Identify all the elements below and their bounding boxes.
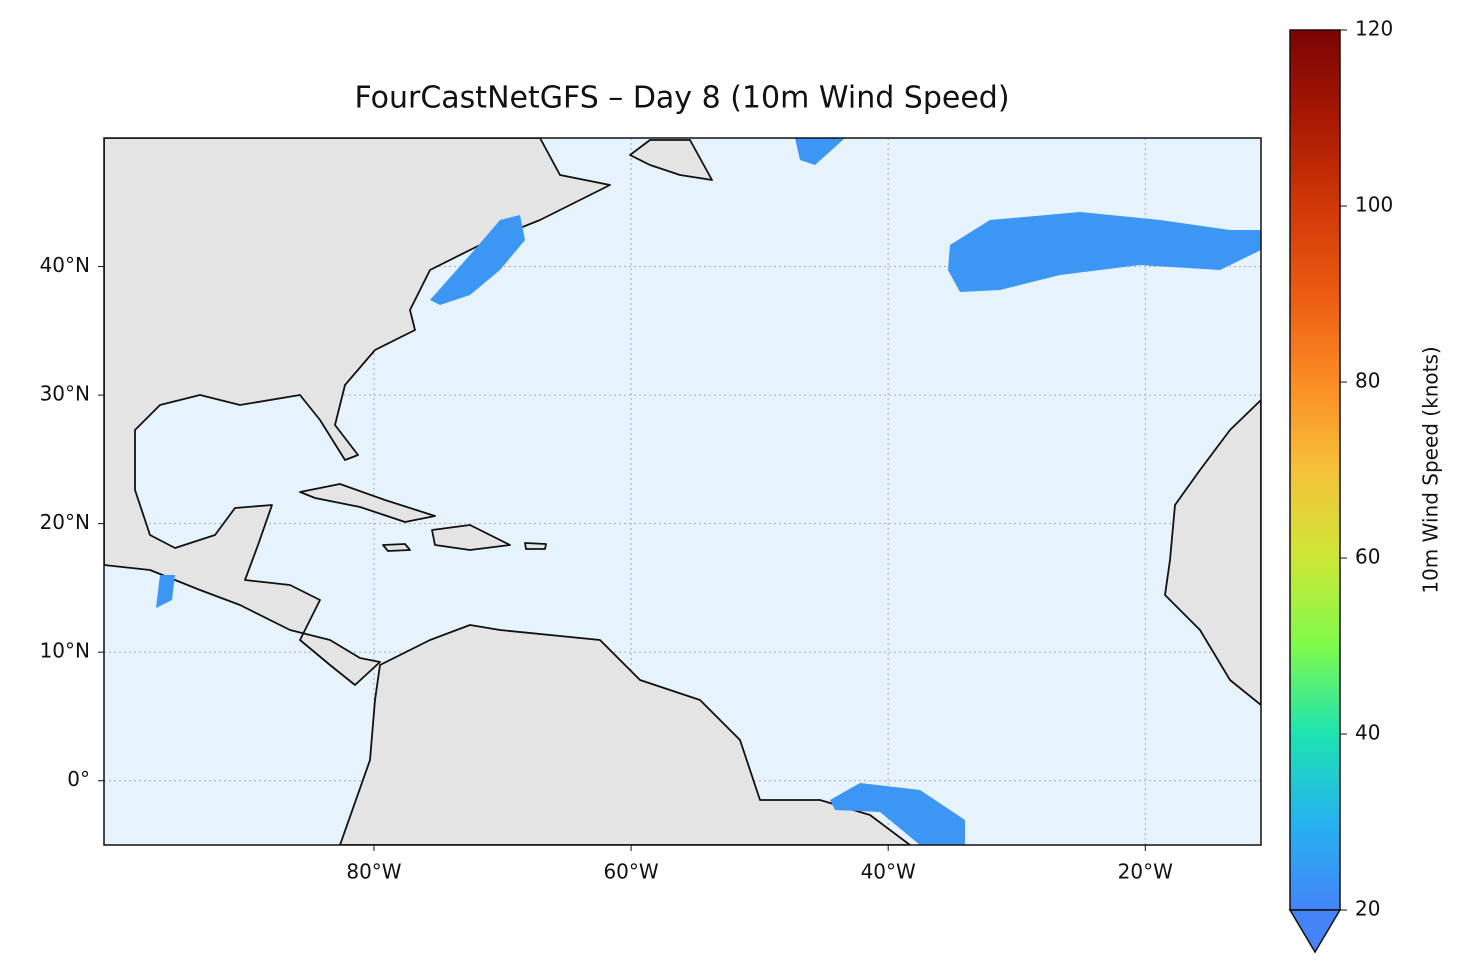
north-america (104, 138, 611, 686)
newfoundland (629, 139, 713, 181)
chart-title: FourCastNetGFS – Day 8 (10m Wind Speed) (354, 81, 1009, 116)
colorbar (1289, 29, 1341, 911)
colorbar-tick-label: 20 (1355, 897, 1380, 921)
jamaica (382, 543, 411, 552)
x-tick-label: 20°W (1118, 860, 1173, 884)
x-tick-label: 60°W (603, 860, 658, 884)
x-tick-label: 40°W (861, 860, 916, 884)
wind-area (156, 575, 175, 608)
wind-area (430, 215, 525, 305)
south-america (339, 624, 911, 845)
colorbar-tick-label: 80 (1355, 369, 1380, 393)
colorbar-tick-label: 120 (1355, 17, 1393, 41)
y-tick-label: 0° (67, 767, 90, 791)
colorbar-extend (1288, 909, 1342, 954)
land (104, 138, 1261, 845)
wind-area (948, 212, 1261, 292)
y-tick-label: 30°N (40, 382, 90, 406)
hispaniola (431, 524, 511, 551)
wind-field (156, 138, 1261, 845)
y-tick-label: 40°N (40, 253, 90, 277)
colorbar-tick-label: 60 (1355, 545, 1380, 569)
y-tick-label: 10°N (40, 639, 90, 663)
puerto-rico (524, 542, 547, 550)
map-frame (103, 137, 1262, 846)
colorbar-tick-label: 100 (1355, 193, 1393, 217)
colorbar-label: 10m Wind Speed (knots) (1419, 346, 1443, 593)
x-tick-label: 80°W (346, 860, 401, 884)
africa (1164, 399, 1261, 706)
cuba (299, 483, 436, 523)
wind-area (795, 138, 845, 165)
colorbar-tick-label: 40 (1355, 721, 1380, 745)
y-tick-label: 20°N (40, 510, 90, 534)
wind-area (830, 783, 965, 845)
